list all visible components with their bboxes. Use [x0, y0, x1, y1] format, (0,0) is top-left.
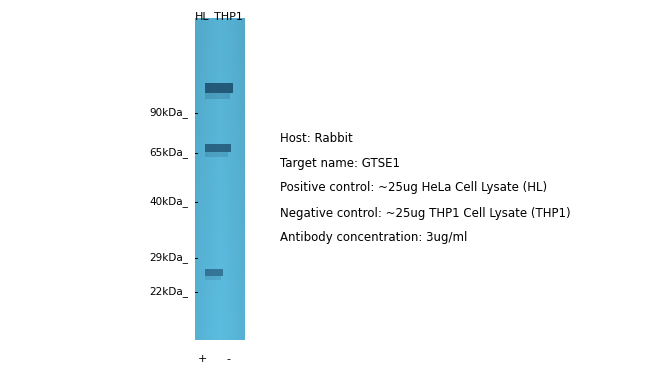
Text: 90kDa_: 90kDa_	[149, 108, 188, 119]
Text: 40kDa_: 40kDa_	[149, 197, 188, 208]
Text: Host: Rabbit: Host: Rabbit	[280, 131, 353, 145]
Text: THP1: THP1	[214, 12, 242, 22]
Text: Negative control: ~25ug THP1 Cell Lysate (THP1): Negative control: ~25ug THP1 Cell Lysate…	[280, 206, 571, 220]
Bar	[205, 144, 231, 152]
Text: 22kDa_: 22kDa_	[149, 287, 188, 298]
Text: Target name: GTSE1: Target name: GTSE1	[280, 157, 400, 169]
Bar	[205, 152, 228, 157]
Text: Antibody concentration: 3ug/ml: Antibody concentration: 3ug/ml	[280, 232, 467, 244]
Bar	[205, 93, 230, 99]
Text: HL: HL	[195, 12, 209, 22]
Text: 65kDa_: 65kDa_	[149, 147, 188, 158]
Text: +: +	[198, 354, 207, 364]
Text: 29kDa_: 29kDa_	[149, 253, 188, 264]
Text: Positive control: ~25ug HeLa Cell Lysate (HL): Positive control: ~25ug HeLa Cell Lysate…	[280, 182, 547, 194]
Bar	[205, 276, 221, 280]
Bar	[205, 269, 223, 276]
Bar	[205, 83, 233, 93]
Text: -: -	[226, 354, 230, 364]
